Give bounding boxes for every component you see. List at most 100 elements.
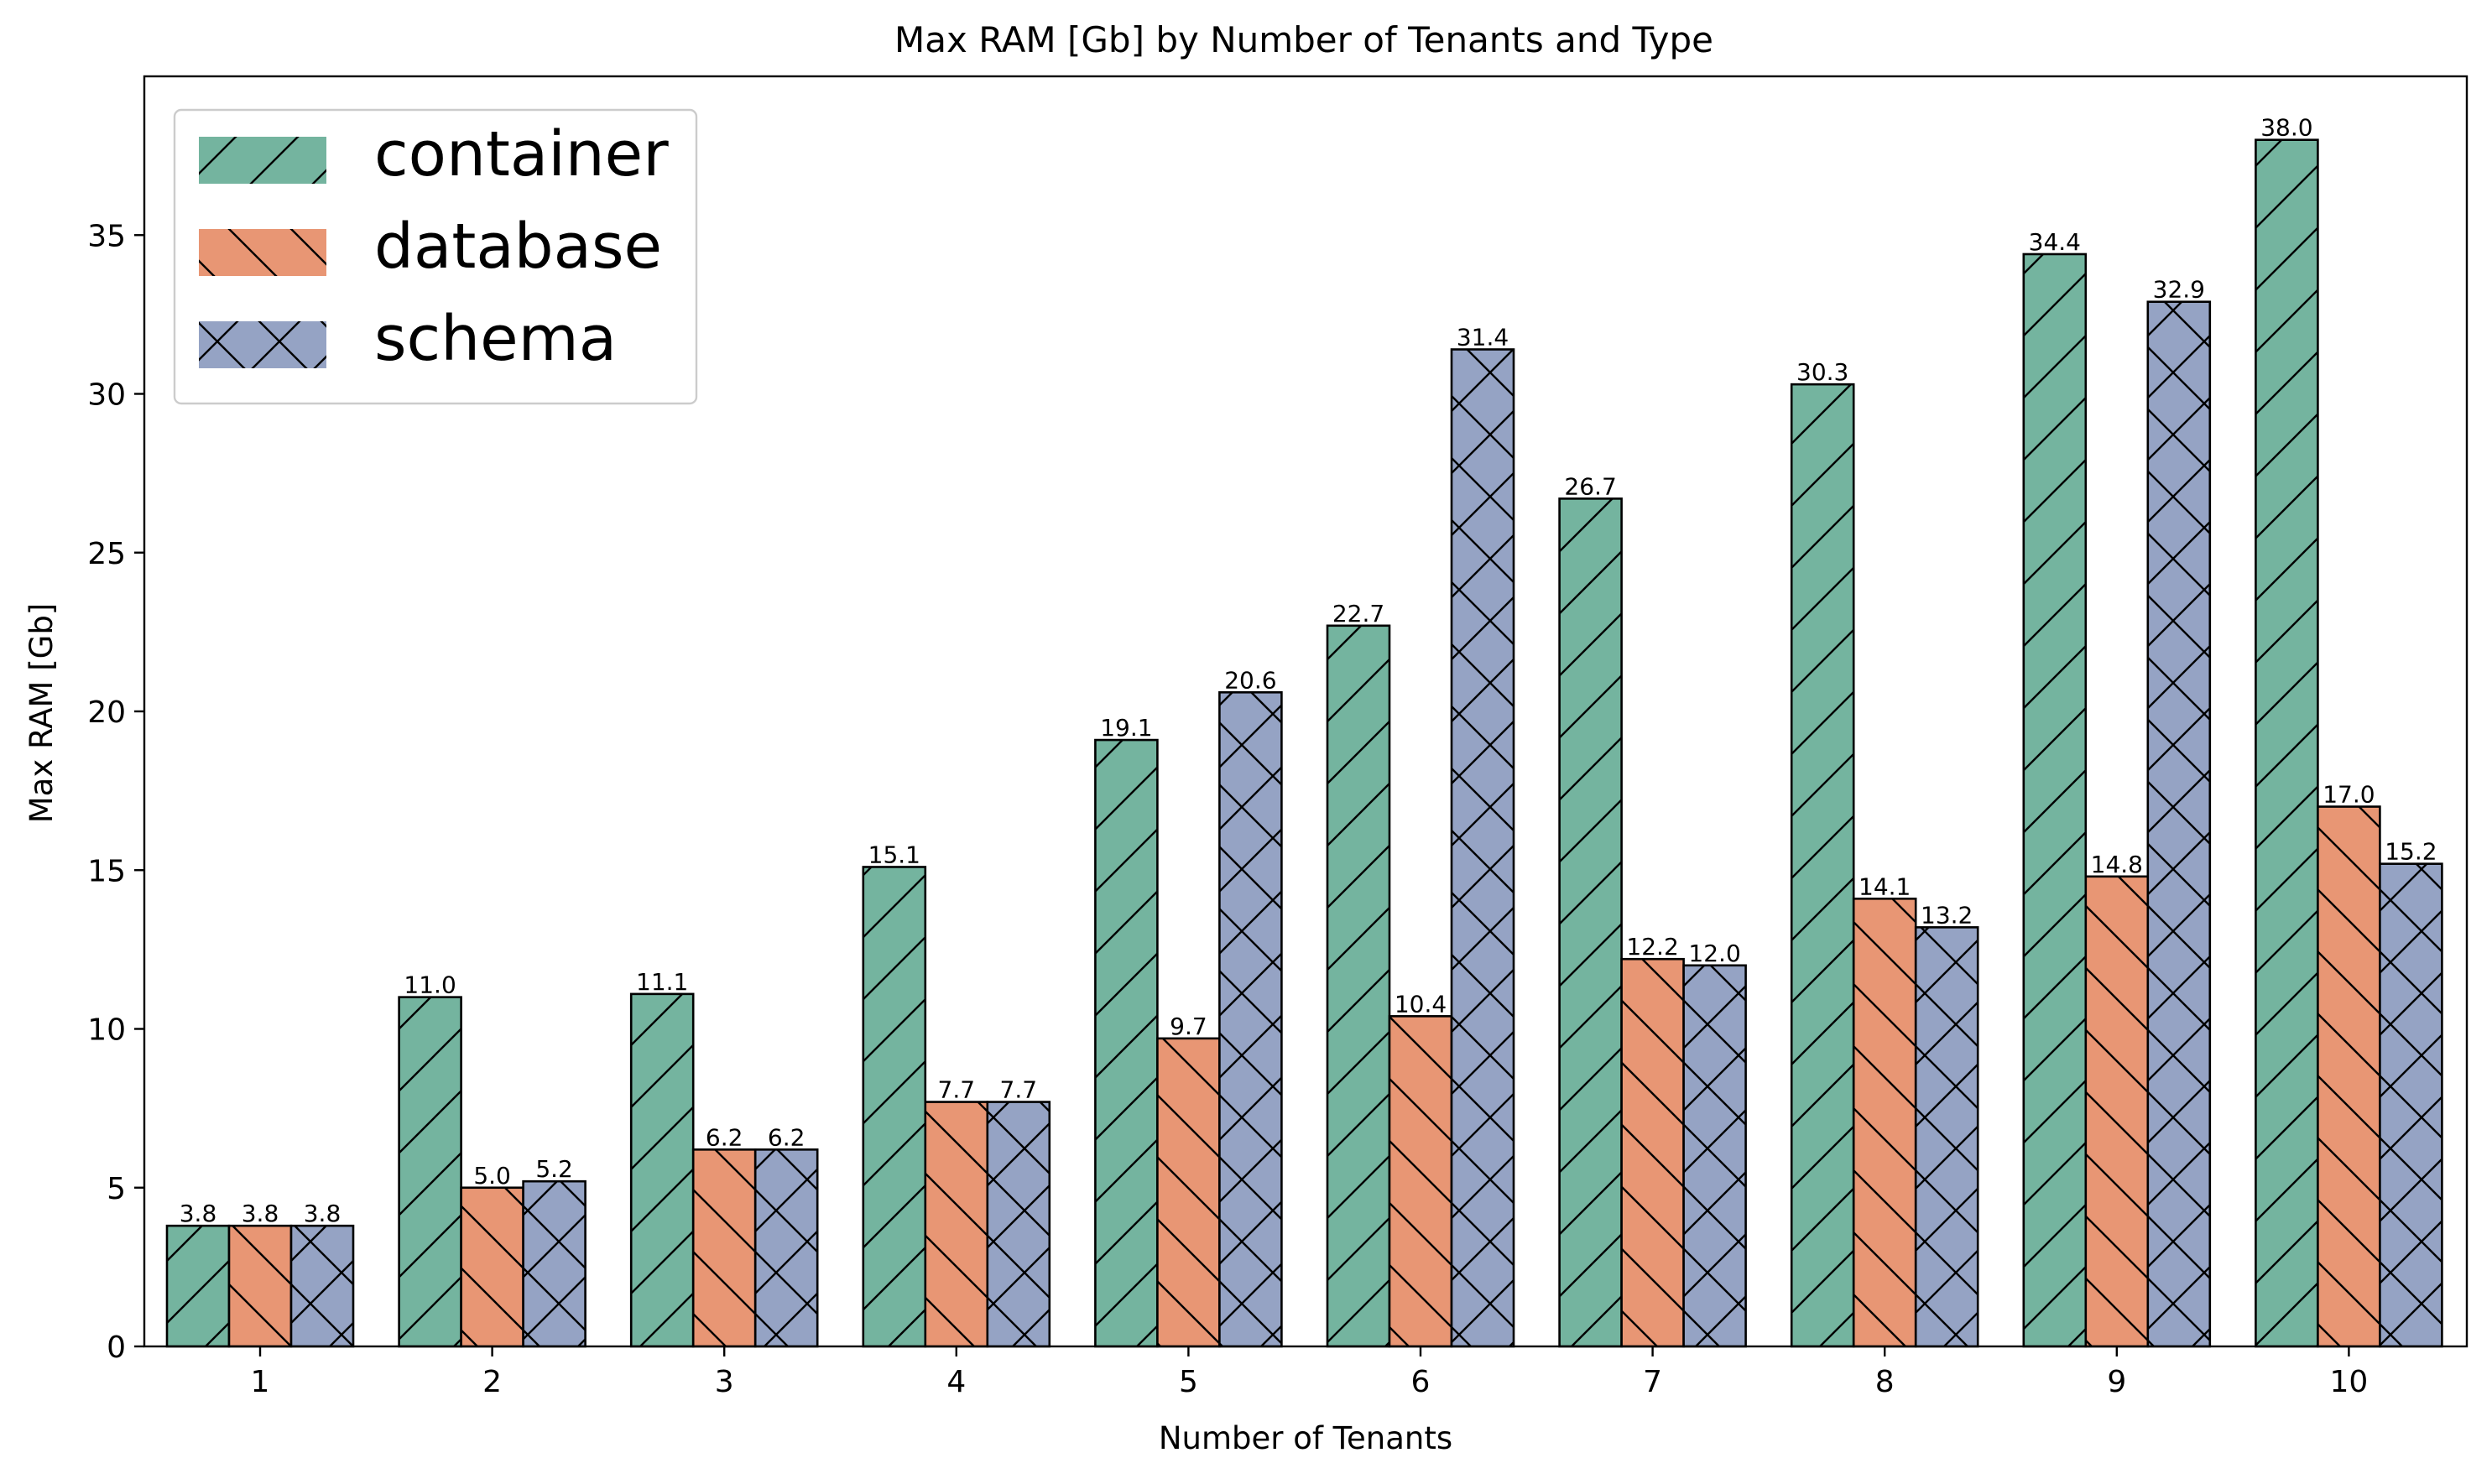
- bar-schema-2: [522, 1179, 587, 1348]
- bar-schema-4: [986, 1101, 1051, 1348]
- bar-value-label: 15.2: [2385, 838, 2437, 866]
- legend-items: container database schema: [199, 118, 669, 375]
- bar-hatch: [2147, 301, 2210, 1346]
- bar-container-9: [2022, 253, 2088, 1348]
- bar-value-label: 11.0: [404, 971, 456, 999]
- bar-database-9: [2084, 875, 2150, 1348]
- bar-value-label: 5.0: [473, 1162, 511, 1190]
- y-tick-label: 5: [107, 1172, 126, 1206]
- bars-layer: [165, 138, 2443, 1348]
- bar-hatch: [1219, 692, 1282, 1346]
- y-tick-label: 10: [87, 1013, 126, 1048]
- bar-schema-9: [2146, 300, 2212, 1348]
- bar-database-5: [1156, 1037, 1221, 1348]
- bar-value-label: 9.7: [1170, 1013, 1207, 1040]
- x-tick-label: 6: [1411, 1365, 1431, 1399]
- bar-hatch: [291, 1226, 353, 1346]
- chart-title: Max RAM [Gb] by Number of Tenants and Ty…: [894, 19, 1713, 60]
- bar-hatch: [863, 867, 925, 1346]
- bar-database-8: [1852, 898, 1917, 1348]
- x-tick-label: 8: [1875, 1365, 1895, 1399]
- bar-hatch: [1621, 959, 1684, 1346]
- x-axis: 1 2 3 4 5 6 7 8 9 10: [251, 1346, 2368, 1399]
- bar-value-label: 7.7: [938, 1076, 976, 1104]
- bar-hatch: [693, 1149, 756, 1346]
- bar-hatch: [631, 993, 694, 1346]
- bar-container-6: [1326, 624, 1391, 1348]
- bar-value-label: 10.4: [1395, 990, 1447, 1018]
- bar-value-label: 12.0: [1688, 940, 1740, 967]
- y-axis: 0 5 10 15 20 25 30 35: [87, 219, 144, 1365]
- legend-swatch-hatch: [199, 137, 326, 184]
- bar-hatch: [2380, 863, 2442, 1346]
- bar-hatch: [2317, 806, 2380, 1346]
- series-container: [165, 138, 2319, 1348]
- x-tick-label: 9: [2107, 1365, 2126, 1399]
- legend-swatch-hatch: [199, 229, 326, 276]
- bar-hatch: [1389, 1016, 1452, 1346]
- bar-database-4: [924, 1101, 989, 1348]
- bar-value-label: 17.0: [2323, 781, 2375, 809]
- bar-value-label: 3.8: [180, 1200, 217, 1227]
- legend-swatch-hatch: [199, 321, 326, 368]
- bar-container-10: [2255, 138, 2319, 1348]
- y-tick-label: 0: [107, 1330, 126, 1365]
- x-tick-label: 10: [2329, 1365, 2368, 1399]
- bar-hatch: [1157, 1038, 1220, 1346]
- bar-container-5: [1094, 738, 1159, 1348]
- bar-database-3: [691, 1148, 757, 1348]
- bar-container-8: [1790, 383, 1855, 1348]
- x-axis-label: Number of Tenants: [1159, 1420, 1452, 1456]
- bar-schema-10: [2379, 862, 2443, 1348]
- y-axis-label: Max RAM [Gb]: [23, 603, 60, 824]
- bar-container-3: [629, 992, 695, 1348]
- series-schema: [289, 300, 2443, 1348]
- bar-hatch: [1916, 927, 1978, 1346]
- bar-database-7: [1620, 957, 1685, 1348]
- legend-label: database: [374, 211, 662, 283]
- y-tick-label: 30: [87, 378, 126, 413]
- y-tick-label: 20: [87, 695, 126, 730]
- bar-hatch: [1095, 740, 1158, 1346]
- legend-item-database: database: [199, 211, 662, 283]
- bar-database-6: [1388, 1015, 1453, 1348]
- bar-container-1: [165, 1224, 231, 1348]
- bar-schema-6: [1450, 348, 1515, 1348]
- bar-schema-1: [289, 1224, 355, 1348]
- bar-labels-layer: 3.8 11.0 11.1 15.1 19.1 22.7 26.7 30.3 34.4 38.0 3…: [180, 114, 2437, 1227]
- bar-hatch: [987, 1101, 1050, 1346]
- x-tick-label: 7: [1643, 1365, 1662, 1399]
- bar-value-label: 32.9: [2153, 276, 2205, 304]
- bar-value-label: 30.3: [1796, 358, 1848, 386]
- bar-value-label: 6.2: [706, 1123, 743, 1151]
- bar-hatch: [167, 1226, 229, 1346]
- bar-value-label: 19.1: [1100, 714, 1152, 742]
- legend-label: schema: [374, 303, 617, 375]
- bar-schema-5: [1218, 690, 1283, 1348]
- bar-value-label: 5.2: [535, 1155, 573, 1183]
- bar-hatch: [755, 1149, 818, 1346]
- x-tick-label: 5: [1179, 1365, 1198, 1399]
- bar-hatch: [1683, 965, 1746, 1346]
- bar-hatch: [1853, 898, 1916, 1346]
- legend-label: container: [374, 118, 669, 190]
- bar-value-label: 14.1: [1859, 872, 1911, 900]
- bar-container-2: [398, 996, 462, 1348]
- bar-value-label: 22.7: [1332, 600, 1384, 627]
- bar-hatch: [1791, 384, 1854, 1346]
- legend: container database schema: [173, 108, 698, 405]
- legend-item-schema: schema: [199, 303, 617, 375]
- x-tick-label: 3: [715, 1365, 734, 1399]
- bar-hatch: [461, 1187, 524, 1346]
- bar-hatch: [229, 1226, 291, 1346]
- bar-database-2: [460, 1186, 524, 1348]
- bar-value-label: 15.1: [868, 841, 920, 868]
- x-tick-label: 2: [482, 1365, 502, 1399]
- bar-value-label: 31.4: [1457, 324, 1509, 351]
- bar-container-7: [1558, 497, 1623, 1348]
- bar-value-label: 3.8: [242, 1200, 279, 1227]
- bar-database-1: [227, 1224, 293, 1348]
- bar-hatch: [2023, 253, 2086, 1347]
